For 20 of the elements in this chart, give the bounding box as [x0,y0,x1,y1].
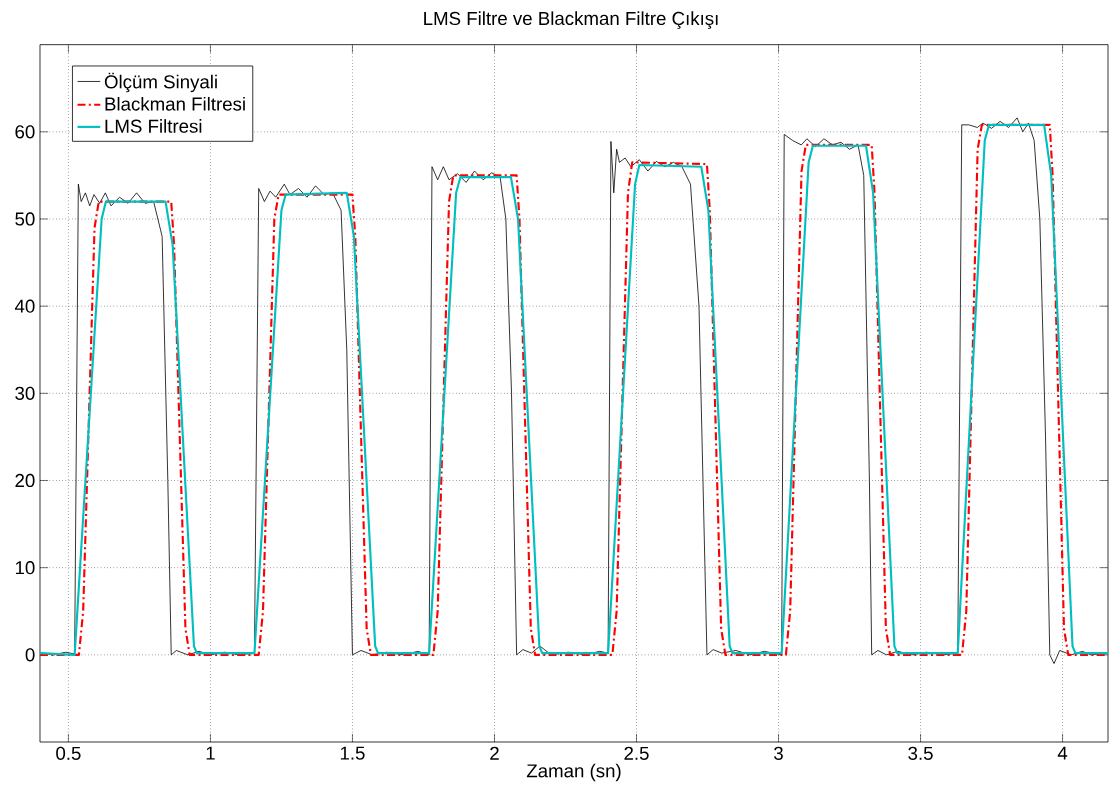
x-tick-label: 3 [774,746,783,760]
y-tick-label: 50 [15,212,35,226]
y-tick-label: 30 [15,386,35,400]
y-tick-label: 40 [14,299,35,313]
legend-label: Blackman Filtresi [105,96,245,111]
x-tick-label: 1.5 [340,746,365,760]
x-tick-label: 1 [206,746,215,760]
chart-title: LMS Filtre ve Blackman Filtre Çıkışı [424,11,718,29]
y-tick-label: 20 [15,473,35,488]
legend-label: LMS Filtresi [105,119,202,133]
x-tick-label: 2.5 [624,746,649,760]
y-tick-label: 60 [15,125,35,139]
x-axis-title: Zaman (sn) [526,763,621,782]
x-tick-label: 0.5 [56,746,81,760]
x-tick-label: 4 [1057,746,1068,760]
legend-label: Ölçüm Sinyali [104,72,217,93]
y-tick-label: 10 [15,561,35,575]
x-tick-label: 3.5 [908,746,933,760]
x-tick-label: 2 [490,746,499,760]
y-tick-label: 0 [25,648,35,662]
